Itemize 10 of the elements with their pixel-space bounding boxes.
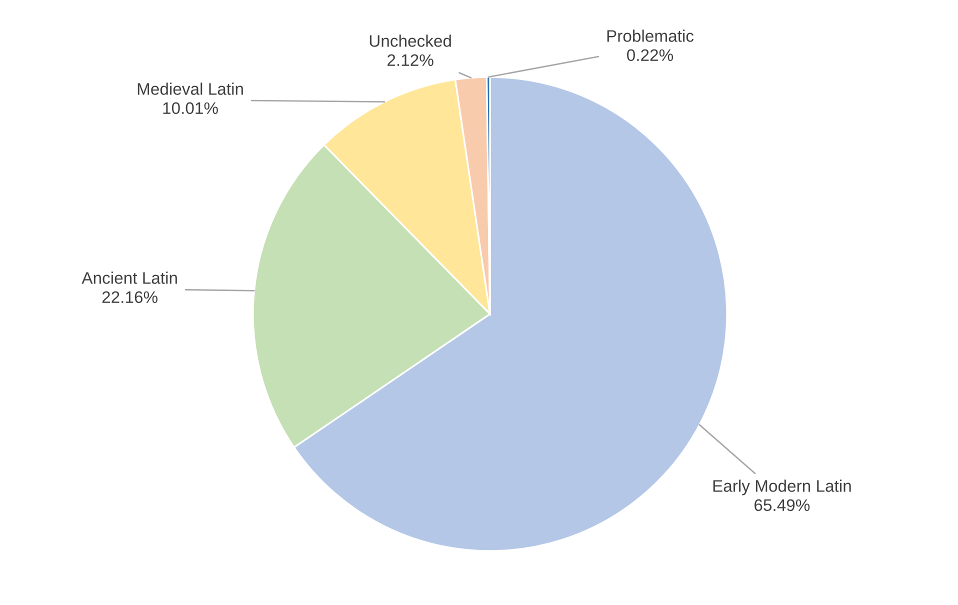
slice-label: Ancient Latin: [82, 272, 177, 284]
data-label: 65.49%: [754, 499, 810, 512]
slice-label: Medieval Latin: [138, 82, 243, 95]
slice-label: Unchecked: [370, 34, 451, 47]
data-label: 2.12%: [388, 54, 434, 66]
data-label: 22.16%: [102, 291, 158, 304]
slice-label: Early Modern Latin: [713, 480, 851, 496]
data-label: 10.01%: [163, 102, 218, 114]
data-label: 0.22%: [627, 49, 674, 62]
slice-label: Problematic: [607, 30, 694, 42]
